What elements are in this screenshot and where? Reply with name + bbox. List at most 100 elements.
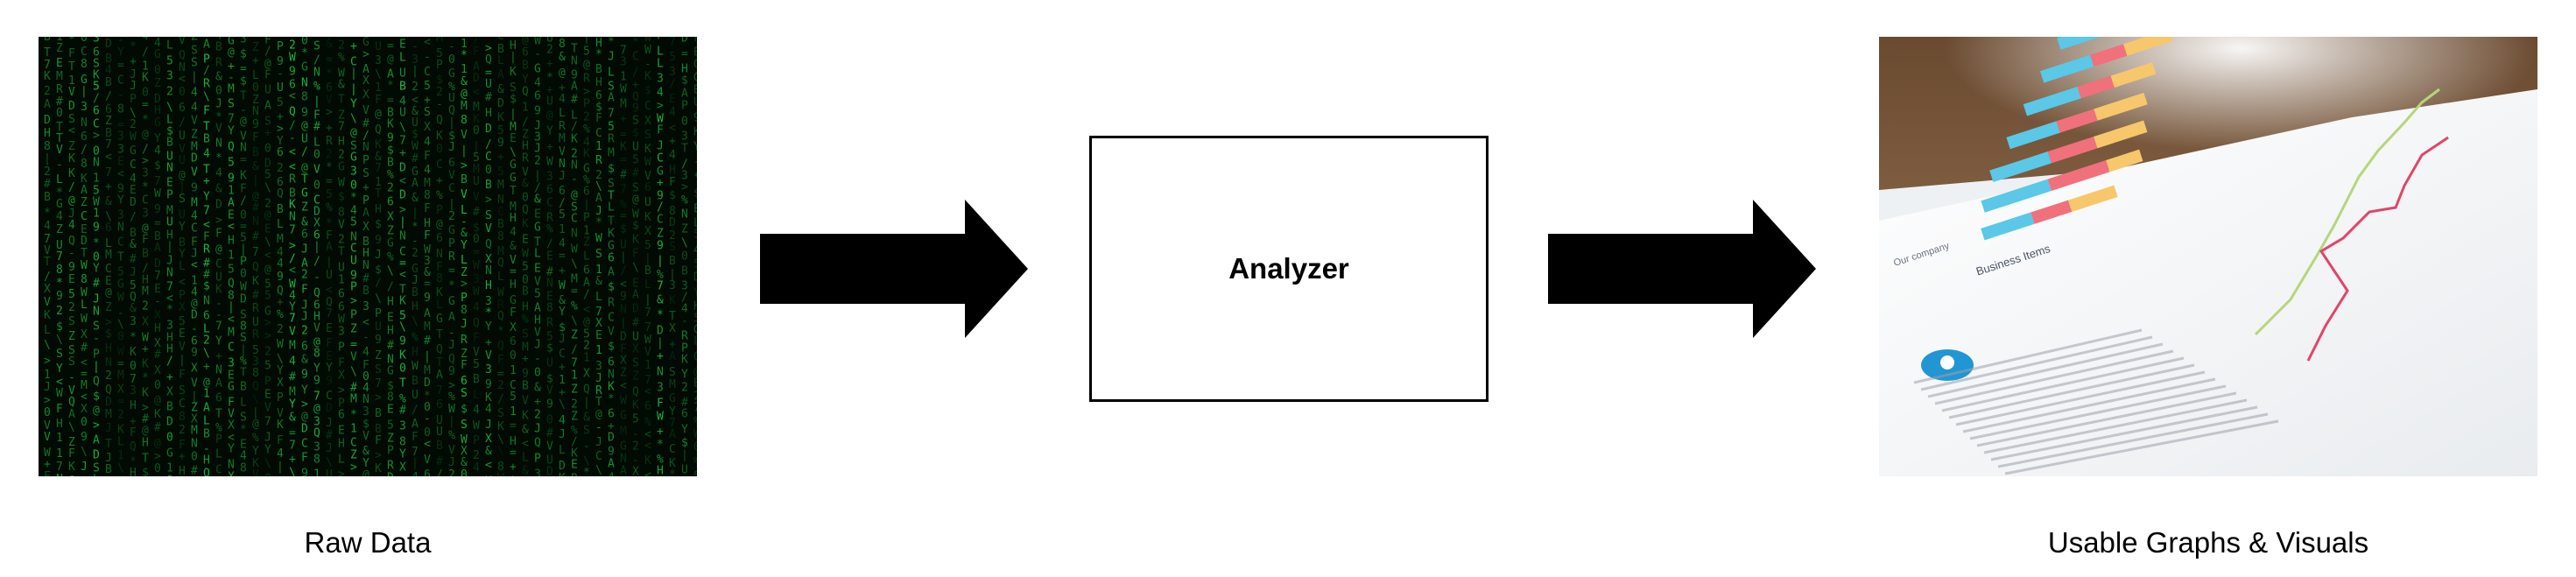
svg-text:5: 5	[693, 258, 697, 271]
svg-text:N: N	[289, 210, 296, 223]
svg-text:*: *	[142, 181, 149, 194]
svg-text:J: J	[461, 318, 468, 331]
svg-text:4: 4	[669, 149, 676, 162]
svg-text:F: F	[215, 228, 222, 241]
svg-text:*: *	[326, 161, 333, 174]
svg-text:P: P	[583, 97, 590, 110]
svg-text:V: V	[68, 86, 75, 99]
svg-text:+: +	[81, 473, 88, 476]
svg-text:9: 9	[448, 365, 455, 378]
svg-text:G: G	[608, 239, 615, 252]
svg-text:S: S	[56, 348, 63, 361]
svg-text:L: L	[105, 237, 112, 250]
svg-text:D: D	[485, 123, 492, 136]
svg-text:K: K	[644, 70, 651, 83]
svg-text:5: 5	[436, 47, 443, 60]
svg-text:$: $	[608, 162, 615, 175]
svg-text:S: S	[240, 331, 247, 344]
svg-text:N: N	[657, 365, 664, 378]
svg-text:%: %	[644, 416, 651, 429]
svg-text:V: V	[510, 254, 517, 267]
svg-text:Z: Z	[571, 383, 578, 397]
svg-text:D: D	[264, 158, 271, 171]
svg-text:2: 2	[56, 305, 63, 318]
svg-text:K: K	[522, 409, 529, 422]
svg-text:M: M	[117, 369, 124, 383]
svg-text:S: S	[693, 470, 697, 476]
svg-text:1: 1	[93, 172, 100, 186]
svg-text:F: F	[424, 229, 431, 243]
svg-text:=: =	[81, 368, 88, 381]
svg-text:-: -	[644, 58, 651, 71]
svg-text:N: N	[93, 157, 100, 170]
svg-text:U: U	[681, 463, 688, 476]
svg-text:D: D	[68, 100, 75, 113]
svg-text:%: %	[571, 300, 578, 313]
svg-text:-: -	[117, 307, 124, 320]
svg-text:\: \	[44, 339, 51, 352]
svg-text:=: =	[240, 62, 247, 75]
svg-text:5: 5	[497, 124, 504, 137]
svg-text:&: &	[252, 160, 259, 173]
svg-text:G: G	[166, 447, 173, 460]
svg-text:5: 5	[583, 327, 590, 341]
svg-text:6: 6	[105, 103, 112, 116]
svg-text:P: P	[130, 93, 137, 106]
svg-text:C: C	[215, 258, 222, 271]
svg-text:0: 0	[154, 379, 161, 392]
svg-text:L: L	[313, 137, 320, 150]
svg-text:V: V	[350, 351, 357, 364]
svg-text:$: $	[546, 373, 553, 386]
svg-text:#: #	[350, 382, 357, 395]
svg-text:T: T	[240, 89, 247, 102]
svg-text:3: 3	[546, 171, 553, 184]
svg-text:>: >	[301, 398, 308, 412]
svg-text:\: \	[203, 348, 210, 361]
svg-text:J: J	[326, 417, 333, 430]
svg-text:0: 0	[301, 37, 308, 48]
svg-text:1: 1	[461, 38, 468, 51]
svg-text:3: 3	[93, 37, 100, 46]
svg-text:@: @	[154, 394, 161, 407]
right-arrow-icon	[1548, 200, 1816, 338]
svg-text:|: |	[313, 95, 320, 109]
svg-text:+: +	[657, 425, 664, 438]
svg-text:<: <	[289, 160, 296, 173]
svg-text:7: 7	[44, 59, 51, 72]
svg-text:S: S	[362, 167, 370, 180]
svg-text:|: |	[166, 240, 173, 253]
svg-text:D: D	[313, 206, 320, 219]
svg-text:4: 4	[473, 301, 480, 314]
svg-text:3: 3	[681, 169, 688, 182]
svg-text:#: #	[412, 152, 419, 165]
svg-text:*: *	[350, 192, 357, 205]
svg-text:T: T	[44, 46, 51, 60]
svg-text:2: 2	[338, 233, 345, 246]
svg-text:@: @	[693, 366, 697, 379]
svg-text:S: S	[644, 129, 651, 142]
svg-text:V: V	[362, 430, 370, 443]
svg-text:$: $	[632, 220, 639, 233]
svg-text:A: A	[387, 68, 394, 81]
svg-text:%: %	[583, 123, 590, 136]
svg-text:M: M	[166, 204, 173, 217]
svg-text:X: X	[338, 369, 345, 382]
svg-text:\: \	[350, 37, 357, 39]
svg-text:T: T	[399, 376, 406, 390]
svg-text:B: B	[595, 63, 602, 76]
svg-text:J: J	[375, 249, 382, 262]
svg-text:/: /	[620, 264, 627, 278]
svg-text:%: %	[681, 194, 688, 207]
svg-text:6: 6	[277, 176, 284, 189]
svg-text:#: #	[362, 117, 370, 130]
svg-text:B: B	[522, 59, 529, 72]
svg-text:Q: Q	[179, 49, 186, 62]
svg-text:B: B	[522, 379, 529, 392]
svg-text:+: +	[203, 361, 210, 374]
svg-text:M: M	[497, 245, 504, 258]
svg-text:-: -	[68, 247, 75, 260]
svg-text:8: 8	[669, 205, 676, 218]
svg-text:@: @	[632, 194, 639, 207]
svg-text:8: 8	[461, 304, 468, 317]
svg-text:1: 1	[350, 423, 357, 436]
